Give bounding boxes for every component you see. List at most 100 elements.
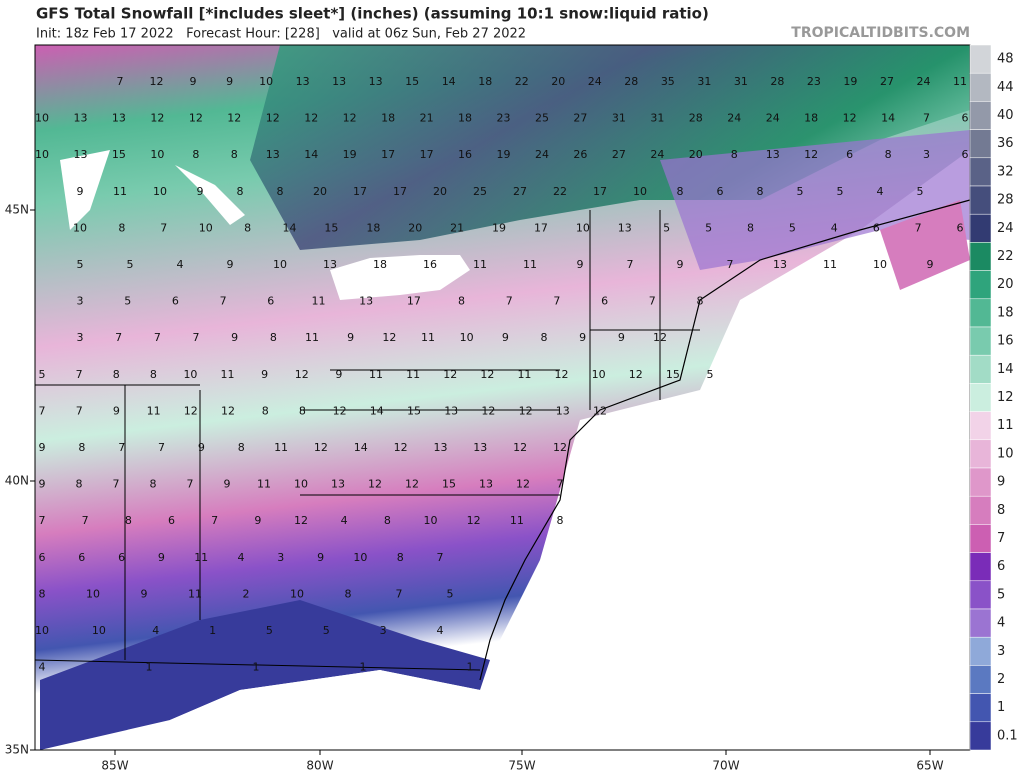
snow-value: 9: [227, 258, 234, 271]
snow-value: 5: [77, 258, 84, 271]
snow-value: 9: [226, 75, 233, 88]
snow-value: 11: [523, 258, 537, 271]
snow-value: 7: [117, 75, 124, 88]
snow-value: 24: [916, 75, 930, 88]
snow-value: 20: [313, 185, 327, 198]
snow-value: 28: [770, 75, 784, 88]
snow-value: 13: [444, 404, 458, 417]
snow-value: 11: [421, 331, 435, 344]
snow-value: 9: [231, 331, 238, 344]
snow-value: 5: [39, 368, 46, 381]
snow-value: 8: [118, 221, 125, 234]
snow-value: 13: [433, 441, 447, 454]
snow-value: 16: [458, 148, 472, 161]
snow-value: 11: [188, 587, 202, 600]
snow-value: 7: [82, 514, 89, 527]
snow-value: 13: [473, 441, 487, 454]
snow-value: 7: [923, 112, 930, 125]
snow-value: 21: [450, 221, 464, 234]
snow-value: 8: [231, 148, 238, 161]
colorbar-cell: [969, 101, 992, 130]
snow-value: 8: [384, 514, 391, 527]
snow-value: 15: [112, 148, 126, 161]
lake-huron: [175, 165, 245, 225]
snow-value: 9: [158, 551, 165, 564]
snow-value: 8: [277, 185, 284, 198]
snow-value: 24: [588, 75, 602, 88]
snow-value: 9: [254, 514, 261, 527]
snow-value: 12: [443, 368, 457, 381]
snow-value: 24: [727, 112, 741, 125]
snow-value: 3: [77, 295, 84, 308]
snow-value: 1: [467, 661, 474, 674]
snow-value: 9: [77, 185, 84, 198]
snow-value: 10: [633, 185, 647, 198]
snow-value: 17: [381, 148, 395, 161]
snow-value: 12: [266, 112, 280, 125]
snow-value: 11: [311, 295, 325, 308]
snow-value: 9: [198, 441, 205, 454]
snow-value: 1: [253, 661, 260, 674]
snow-maine: [660, 130, 970, 270]
snow-value: 5: [124, 295, 131, 308]
snow-value: 7: [187, 478, 194, 491]
colorbar-label: 24: [997, 221, 1014, 236]
colorbar-cell: [969, 439, 992, 469]
colorbar-cell: [969, 354, 992, 384]
snow-value: 6: [962, 112, 969, 125]
snow-value: 28: [624, 75, 638, 88]
colorbar-label: 7: [997, 531, 1005, 546]
latitude-label: 40N: [5, 474, 29, 488]
snow-value: 11: [510, 514, 524, 527]
snow-value: 13: [331, 478, 345, 491]
snow-value: 6: [846, 148, 853, 161]
snow-value: 11: [517, 368, 531, 381]
colorbar-cell: [969, 552, 992, 582]
coastline: [479, 199, 971, 681]
snow-value: 8: [39, 587, 46, 600]
snow-value: 27: [573, 112, 587, 125]
colorbar-label: 40: [997, 108, 1014, 123]
snow-value: 9: [190, 75, 197, 88]
snow-value: 12: [382, 331, 396, 344]
colorbar-cell: [969, 270, 992, 300]
snow-value: 8: [757, 185, 764, 198]
snow-value: 12: [227, 112, 241, 125]
snow-value: 8: [150, 368, 157, 381]
snow-value: 12: [405, 478, 419, 491]
snow-value: 12: [333, 404, 347, 417]
snow-value: 12: [295, 368, 309, 381]
colorbar-cell: [969, 608, 992, 638]
snow-value: 8: [557, 514, 564, 527]
snow-value: 5: [707, 368, 714, 381]
longitude-label: 85W: [101, 759, 128, 772]
snow-value: 13: [359, 295, 373, 308]
snow-value: 11: [257, 478, 271, 491]
snow-value: 12: [481, 404, 495, 417]
snow-value: 14: [370, 404, 384, 417]
snow-value: 3: [380, 624, 387, 637]
snow-value: 17: [393, 185, 407, 198]
snow-value: 6: [78, 551, 85, 564]
snow-value: 15: [442, 478, 456, 491]
snow-value: 17: [420, 148, 434, 161]
colorbar-cell: [969, 129, 992, 159]
snow-value: 10: [576, 221, 590, 234]
snow-value: 8: [192, 148, 199, 161]
snow-value: 7: [113, 478, 120, 491]
snow-value: 5: [917, 185, 924, 198]
snow-value: 31: [612, 112, 626, 125]
snow-value: 12: [294, 514, 308, 527]
snow-value: 3: [277, 551, 284, 564]
snow-value: 9: [579, 331, 586, 344]
snow-value: 8: [150, 478, 157, 491]
snow-value: 7: [39, 514, 46, 527]
snow-value: 15: [666, 368, 680, 381]
snow-value: 14: [283, 221, 297, 234]
snow-value: 8: [238, 441, 245, 454]
snow-value: 12: [184, 404, 198, 417]
snow-value: 8: [270, 331, 277, 344]
snow-value: 11: [369, 368, 383, 381]
colorbar-cell: [969, 524, 992, 553]
colorbar-cell: [969, 467, 992, 497]
